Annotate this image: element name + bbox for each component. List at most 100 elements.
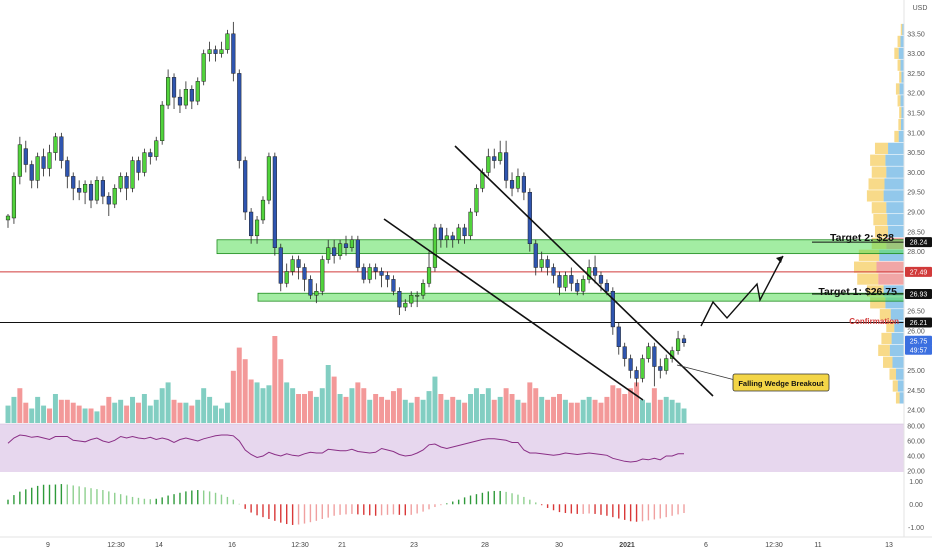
macd-bar-83	[499, 490, 501, 505]
macd-bar-75	[452, 501, 454, 505]
volume-bar-31	[189, 405, 195, 423]
volume-profile-bar-28	[892, 356, 904, 368]
macd-bar-14	[90, 488, 92, 505]
volume-profile-bar-secondary-1	[897, 35, 901, 48]
macd-bar-70	[422, 504, 424, 512]
price-tick-label: 30.00	[907, 170, 925, 177]
price-tick-label: 29.00	[907, 210, 925, 217]
volume-profile-bar-secondary-30	[892, 380, 898, 392]
macd-bar-51	[309, 504, 312, 523]
volume-bar-34	[207, 396, 213, 423]
candle-body-31	[189, 89, 194, 102]
price-tick-label: 28.00	[907, 249, 925, 256]
volume-bar-50	[302, 394, 307, 423]
candle-body-23	[142, 152, 147, 173]
price-tick-label: 28.50	[907, 229, 925, 236]
macd-bar-39	[238, 503, 240, 505]
candle-body-8	[53, 136, 58, 153]
volume-profile-bar-secondary-25	[886, 320, 895, 333]
macd-bar-80	[481, 492, 484, 505]
candle-body-32	[195, 81, 200, 102]
volume-bar-44	[266, 385, 272, 423]
macd-bar-100	[600, 504, 602, 515]
volume-profile-bar-secondary-31	[895, 392, 900, 404]
volume-profile-bar-11	[885, 154, 904, 166]
volume-bar-3	[23, 402, 29, 423]
candle-body-106	[634, 370, 639, 379]
macd-bar-46	[280, 504, 282, 523]
candle-body-84	[504, 152, 509, 181]
volume-bar-5	[35, 396, 41, 423]
volume-bar-61	[367, 399, 373, 423]
macd-bar-113	[677, 504, 679, 515]
wedge-lower-line	[383, 218, 644, 401]
volume-bar-84	[503, 388, 509, 423]
price-tick-label: 24.00	[907, 408, 925, 415]
volume-bar-0	[5, 405, 11, 423]
volume-profile-bar-20	[876, 261, 904, 273]
macd-bar-43	[262, 504, 264, 518]
volume-profile-bar-29	[896, 368, 904, 380]
macd-bar-98	[588, 504, 590, 514]
target-1-label: Target 1: $26.75	[818, 286, 897, 298]
target-2-label: Target 2: $28	[830, 232, 894, 244]
candle-body-81	[486, 156, 491, 173]
volume-profile-bar-secondary-15	[871, 202, 887, 214]
rsi-panel	[0, 423, 904, 472]
price-badge-3	[905, 317, 932, 328]
macd-bar-73	[440, 504, 442, 506]
candle-body-87	[521, 176, 526, 193]
candle-body-17	[106, 195, 111, 205]
candle-body-40	[243, 160, 248, 213]
candle-body-76	[456, 227, 461, 241]
candle-body-63	[379, 271, 384, 276]
candle-body-42	[254, 219, 260, 237]
volume-bar-57	[343, 396, 349, 423]
volume-bar-56	[337, 394, 343, 423]
volume-bar-8	[52, 394, 58, 423]
volume-bar-12	[76, 405, 82, 423]
volume-bar-4	[29, 408, 35, 423]
volume-profile-bar-5	[899, 83, 904, 95]
macd-bar-106	[635, 504, 638, 522]
macd-tick-label: 1.00	[909, 479, 923, 486]
volume-profile-bar-secondary-5	[895, 83, 900, 95]
candle-body-26	[160, 104, 165, 141]
volume-bar-58	[349, 388, 355, 423]
candle-body-6	[41, 156, 46, 169]
candle-body-107	[640, 358, 645, 379]
price-tick-label: 33.50	[907, 31, 925, 38]
macd-bar-4	[31, 487, 33, 505]
volume-bar-28	[171, 399, 177, 423]
volume-bar-93	[556, 394, 562, 423]
candle-body-102	[610, 291, 615, 328]
candle-body-51	[308, 279, 313, 296]
candle-body-111	[664, 358, 669, 371]
candle-body-0	[5, 215, 11, 221]
macd-bar-35	[214, 492, 217, 505]
price-axis: USD 33.50 33.00 32.50 32.00 31.50 31.00 30.50 3…	[903, 0, 927, 537]
macd-bar-49	[297, 504, 300, 525]
candle-body-57	[343, 243, 349, 248]
volume-bar-9	[58, 399, 64, 423]
volume-profile-bar-25	[894, 320, 904, 333]
macd-bar-40	[244, 504, 246, 509]
macd-bar-56	[339, 504, 341, 515]
candle-body-43	[260, 199, 266, 221]
volume-bar-88	[527, 382, 533, 423]
candle-body-100	[598, 275, 604, 284]
macd-bar-81	[487, 491, 490, 505]
rsi-tick-label: 20.00	[907, 469, 925, 476]
volume-bar-79	[473, 388, 479, 423]
candle-body-46	[278, 247, 283, 284]
macd-bar-57	[345, 504, 347, 515]
macd-bar-24	[149, 499, 152, 505]
macd-bar-102	[612, 504, 614, 518]
time-tick-label: 14	[155, 542, 163, 549]
wedge-upper-line	[454, 145, 714, 397]
macd-bar-38	[232, 499, 235, 505]
time-axis: 9 12:30 14 16 12:30 21 23 28 30 2021 6 12:30 11 13	[0, 536, 932, 549]
time-tick-label: 11	[814, 542, 821, 549]
volume-profile	[854, 23, 904, 404]
price-badge-label: 49:57	[910, 347, 928, 354]
